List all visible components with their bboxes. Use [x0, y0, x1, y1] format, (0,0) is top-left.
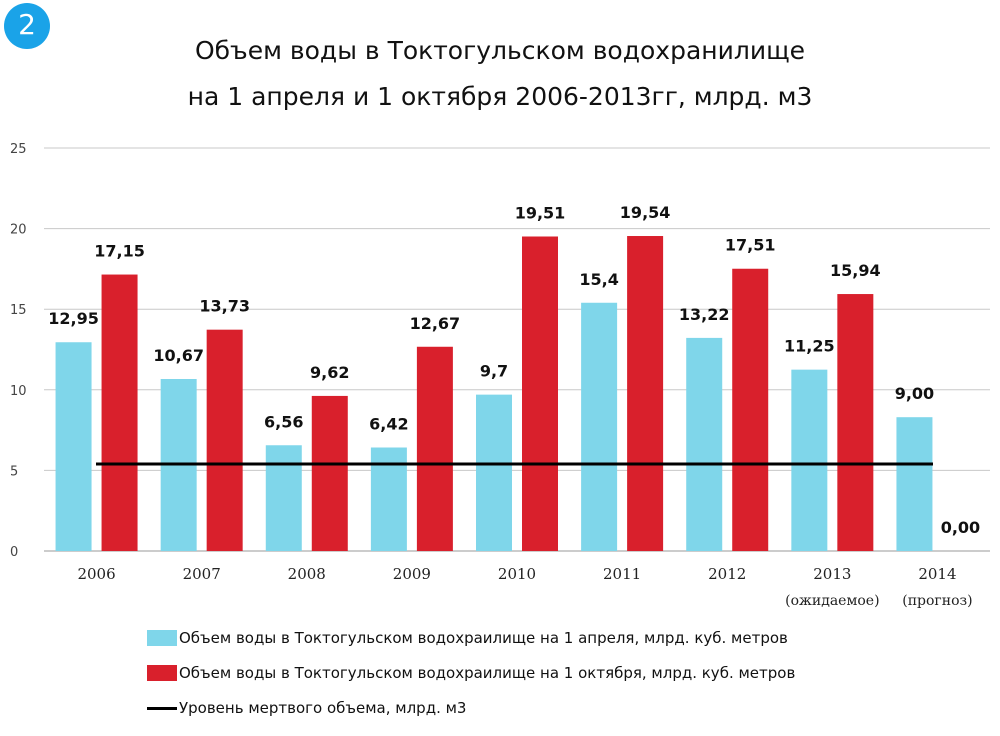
data-label-october: 0,00 — [941, 518, 980, 537]
x-tick-sublabel: (прогноз) — [902, 593, 972, 609]
data-label-october: 12,67 — [410, 314, 461, 333]
bar-october — [837, 294, 874, 551]
bar-april — [791, 369, 828, 551]
chart-title-line2: на 1 апреля и 1 октября 2006-2013гг, млр… — [187, 82, 813, 111]
data-label-october: 15,94 — [830, 261, 881, 280]
x-tick-label: 2010 — [498, 565, 536, 583]
legend-swatch-october — [147, 665, 177, 681]
legend-label-dead-level: Уровень мертвого объема, млрд. м3 — [179, 699, 467, 717]
bar-october — [732, 268, 769, 551]
x-tick-label: 2007 — [183, 565, 221, 583]
slide-number-badge: 2 — [4, 3, 50, 49]
chart-title-line1: Объем воды в Токтогульском водохранилище — [194, 36, 806, 65]
bar-october — [101, 274, 138, 551]
data-label-october: 9,62 — [310, 363, 349, 382]
y-tick-label: 5 — [10, 464, 18, 479]
x-tick-sublabel: (ожидаемое) — [785, 593, 879, 609]
legend-item-dead-level: Уровень мертвого объема, млрд. м3 — [147, 697, 466, 719]
y-tick-label: 15 — [10, 303, 27, 318]
data-label-october: 17,51 — [725, 236, 776, 255]
bar-april — [55, 342, 92, 551]
bar-october — [522, 236, 558, 552]
data-label-april: 12,95 — [48, 309, 99, 328]
data-label-april: 11,25 — [784, 337, 835, 356]
x-tick-label: 2012 — [708, 565, 746, 583]
legend-item-october: Объем воды в Токтогульском водохраилище … — [147, 662, 795, 684]
y-tick-label: 20 — [10, 223, 27, 238]
data-label-october: 19,51 — [515, 203, 566, 222]
bar-october — [311, 395, 348, 551]
legend-item-april: Объем воды в Токтогульском водохраилище … — [147, 627, 788, 649]
data-label-april: 15,4 — [579, 270, 618, 289]
legend-label-april: Объем воды в Токтогульском водохраилище … — [179, 629, 788, 647]
x-tick-label: 2009 — [393, 565, 431, 583]
data-label-october: 17,15 — [94, 242, 145, 261]
x-tick-label: 2006 — [77, 565, 115, 583]
data-label-april: 9,00 — [895, 384, 934, 403]
x-tick-label: 2013 — [813, 565, 851, 583]
y-tick-label: 0 — [10, 545, 18, 560]
legend-label-october: Объем воды в Токтогульском водохраилище … — [179, 664, 796, 682]
bar-october — [416, 346, 453, 551]
data-label-april: 10,67 — [153, 346, 204, 365]
data-label-april: 6,56 — [264, 412, 303, 431]
bar-october — [627, 236, 664, 551]
bar-april — [581, 302, 618, 551]
y-tick-label: 10 — [10, 384, 27, 399]
legend-swatch-dead-level — [147, 706, 177, 710]
data-label-october: 13,73 — [199, 297, 250, 316]
x-tick-label: 2008 — [288, 565, 326, 583]
bar-april — [896, 417, 933, 551]
x-tick-label: 2014 — [918, 565, 956, 583]
y-tick-label: 25 — [10, 142, 27, 157]
data-label-april: 13,22 — [679, 305, 730, 324]
x-tick-label: 2011 — [603, 565, 641, 583]
bar-chart: 0 5 10 15 20 25 12,95 17,15 2006 10,67 13,73 2007 6,… — [10, 142, 990, 609]
bar-april — [265, 445, 302, 551]
bar-april — [686, 337, 723, 551]
bar-october — [206, 329, 243, 551]
data-label-april: 6,42 — [369, 415, 408, 434]
legend-swatch-april — [147, 630, 177, 646]
data-label-april: 9,7 — [480, 362, 508, 381]
data-label-october: 19,54 — [620, 203, 671, 222]
bar-april — [476, 394, 512, 551]
